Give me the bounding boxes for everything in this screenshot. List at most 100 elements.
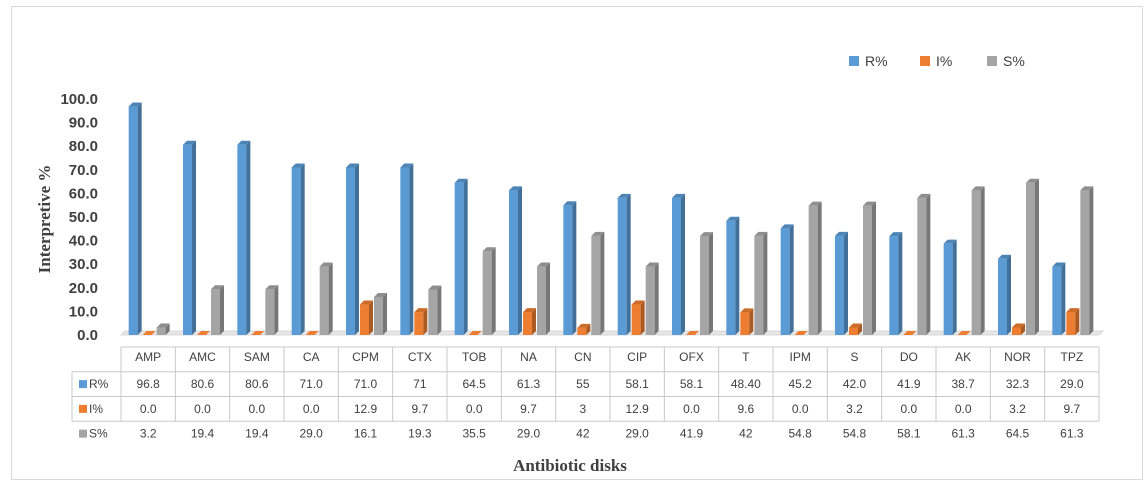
bar-NA-R (509, 186, 522, 335)
bar-IPM-I (794, 331, 808, 335)
bar-CTX-S (428, 285, 442, 335)
table-cell: 64.5 (1006, 427, 1030, 441)
bar-NA-S (537, 262, 550, 335)
table-cell: 0.0 (683, 402, 700, 416)
table-row-label: S% (89, 427, 108, 441)
bar-CTX-I (414, 308, 428, 335)
bar-AMP-R (128, 102, 142, 335)
bar-TOB-I (468, 331, 482, 335)
table-cell: 80.6 (191, 377, 215, 391)
legend-label: I% (936, 53, 952, 69)
table-cell: 16.1 (354, 427, 378, 441)
category-label: T (742, 350, 750, 364)
bar-S-S (863, 201, 876, 335)
table-cell: 0.0 (140, 402, 157, 416)
bar-CN-S (591, 231, 605, 335)
x-axis-label: Antibiotic disks (513, 456, 627, 475)
y-tick-label: 20.0 (69, 280, 98, 297)
y-tick-label: 30.0 (69, 256, 98, 273)
legend-item: S% (987, 53, 1025, 69)
bar-IPM-S (808, 201, 822, 335)
table-row-label: I% (89, 402, 103, 416)
table-cell: 12.9 (625, 402, 649, 416)
table-cell: 71 (413, 377, 427, 391)
table-cell: 54.8 (788, 427, 812, 441)
table-cell: 48.40 (731, 377, 761, 391)
table-cell: 58.1 (680, 377, 704, 391)
table-cell: 3.2 (1009, 402, 1026, 416)
table-cell: 71.0 (354, 377, 378, 391)
table-row-label: R% (89, 377, 109, 391)
chart-frame (11, 6, 1143, 480)
legend-swatch (849, 56, 859, 66)
table-cell: 38.7 (951, 377, 975, 391)
category-label: NOR (1004, 350, 1031, 364)
table-cell: 61.3 (1060, 427, 1084, 441)
table-cell: 58.1 (897, 427, 921, 441)
table-cell: 61.3 (951, 427, 975, 441)
y-tick-label: 100.0 (60, 91, 98, 108)
table-cell: 29.0 (299, 427, 323, 441)
bar-TPZ-I (1066, 308, 1080, 335)
bar-NOR-R (998, 254, 1011, 335)
legend-label: S% (1003, 53, 1025, 69)
bar-IPM-R (780, 224, 794, 335)
bar-S-R (835, 231, 848, 335)
table-legend-swatch (79, 380, 87, 389)
category-label: TPZ (1060, 350, 1083, 364)
y-tick-label: 90.0 (69, 115, 98, 132)
table-legend-swatch (79, 404, 87, 413)
table-cell: 12.9 (354, 402, 378, 416)
bar-CPM-I (360, 300, 373, 335)
bar-CPM-S (374, 293, 387, 335)
y-axis-label: Interpretive % (35, 165, 54, 274)
bar-T-S (754, 231, 768, 335)
bar-T-I (740, 308, 754, 335)
bar-CA-I (305, 331, 319, 335)
table-cell: 64.5 (462, 377, 486, 391)
table-cell: 32.3 (1006, 377, 1030, 391)
table-cell: 0.0 (194, 402, 211, 416)
table-cell: 0.0 (955, 402, 972, 416)
category-label: IPM (789, 350, 810, 364)
bar-SAM-S (265, 285, 279, 335)
bar-CIP-R (617, 193, 631, 335)
category-label: CTX (408, 350, 432, 364)
y-tick-label: 40.0 (69, 233, 98, 250)
bar-AMC-I (197, 331, 210, 335)
table-cell: 0.0 (466, 402, 483, 416)
table-cell: 19.4 (245, 427, 269, 441)
table-legend-swatch (79, 429, 87, 438)
table-cell: 42.0 (843, 377, 867, 391)
bar-DO-I (903, 331, 917, 335)
legend: R% I% S% (849, 53, 1025, 69)
category-label: DO (900, 350, 918, 364)
table-cell: 35.5 (462, 427, 486, 441)
legend-swatch (920, 56, 930, 66)
bar-CN-I (577, 323, 591, 335)
table-cell: 0.0 (248, 402, 265, 416)
legend-swatch (987, 56, 997, 66)
category-label: CN (574, 350, 591, 364)
bar-CTX-R (400, 163, 414, 335)
bar-TOB-S (482, 247, 496, 335)
table-cell: 41.9 (680, 427, 704, 441)
category-label: AK (955, 350, 971, 364)
bar-TPZ-R (1052, 262, 1066, 335)
table-cell: 45.2 (788, 377, 812, 391)
table-cell: 61.3 (517, 377, 541, 391)
bar-CIP-S (645, 262, 659, 335)
legend-item: I% (920, 53, 952, 69)
bar-TOB-R (454, 178, 468, 335)
category-label: S (850, 350, 858, 364)
category-label: AMP (135, 350, 161, 364)
category-label: CPM (352, 350, 379, 364)
table-cell: 19.3 (408, 427, 432, 441)
bar-S-I (849, 323, 862, 335)
table-cell: 41.9 (897, 377, 921, 391)
bar-AK-I (957, 331, 971, 335)
bar-AMP-S (156, 323, 170, 335)
y-tick-label: 80.0 (69, 138, 98, 155)
bar-NOR-I (1012, 323, 1025, 335)
